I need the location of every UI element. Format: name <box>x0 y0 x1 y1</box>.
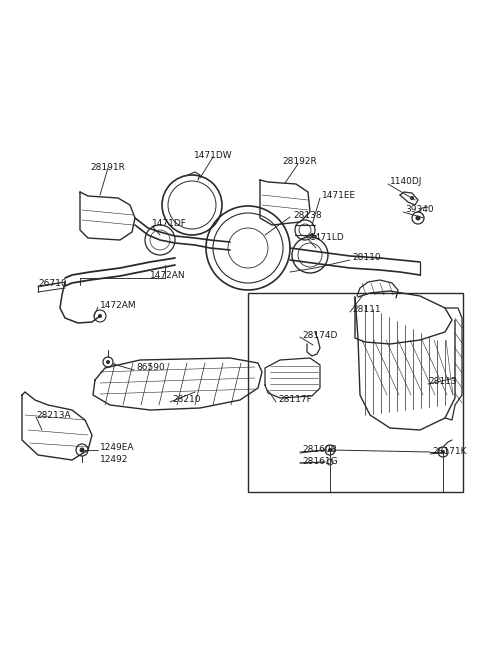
Text: 1471DW: 1471DW <box>194 150 232 159</box>
Text: 28161G: 28161G <box>302 457 337 466</box>
Circle shape <box>441 450 445 454</box>
Text: 26710: 26710 <box>38 279 67 289</box>
Text: 1471LD: 1471LD <box>310 232 345 241</box>
Text: 28213A: 28213A <box>36 411 71 419</box>
Text: 1472AM: 1472AM <box>100 300 137 310</box>
Circle shape <box>98 314 102 318</box>
Text: 28110: 28110 <box>352 253 381 262</box>
Text: 39340: 39340 <box>405 205 433 215</box>
Circle shape <box>328 448 332 452</box>
Text: 86590: 86590 <box>136 363 165 373</box>
Text: 28210: 28210 <box>172 396 201 405</box>
Text: 28160B: 28160B <box>302 445 337 455</box>
Text: 1249EA: 1249EA <box>100 443 134 453</box>
Bar <box>248 293 463 492</box>
Text: 1140DJ: 1140DJ <box>390 178 422 186</box>
Text: 28192R: 28192R <box>283 157 317 167</box>
Circle shape <box>106 360 110 364</box>
Text: 1472AN: 1472AN <box>150 272 186 281</box>
Text: 28171K: 28171K <box>432 447 467 457</box>
Text: 1471EE: 1471EE <box>322 190 356 199</box>
Text: 28191R: 28191R <box>91 163 125 173</box>
Text: 28113: 28113 <box>428 377 456 386</box>
Text: 1471DF: 1471DF <box>152 220 187 228</box>
Text: 12492: 12492 <box>100 455 128 464</box>
Text: 28138: 28138 <box>293 211 322 220</box>
Text: 28174D: 28174D <box>302 331 337 340</box>
Circle shape <box>410 196 414 200</box>
Text: 28117F: 28117F <box>278 396 312 405</box>
Text: 28111: 28111 <box>352 306 381 314</box>
Circle shape <box>416 216 420 220</box>
Circle shape <box>80 447 84 453</box>
